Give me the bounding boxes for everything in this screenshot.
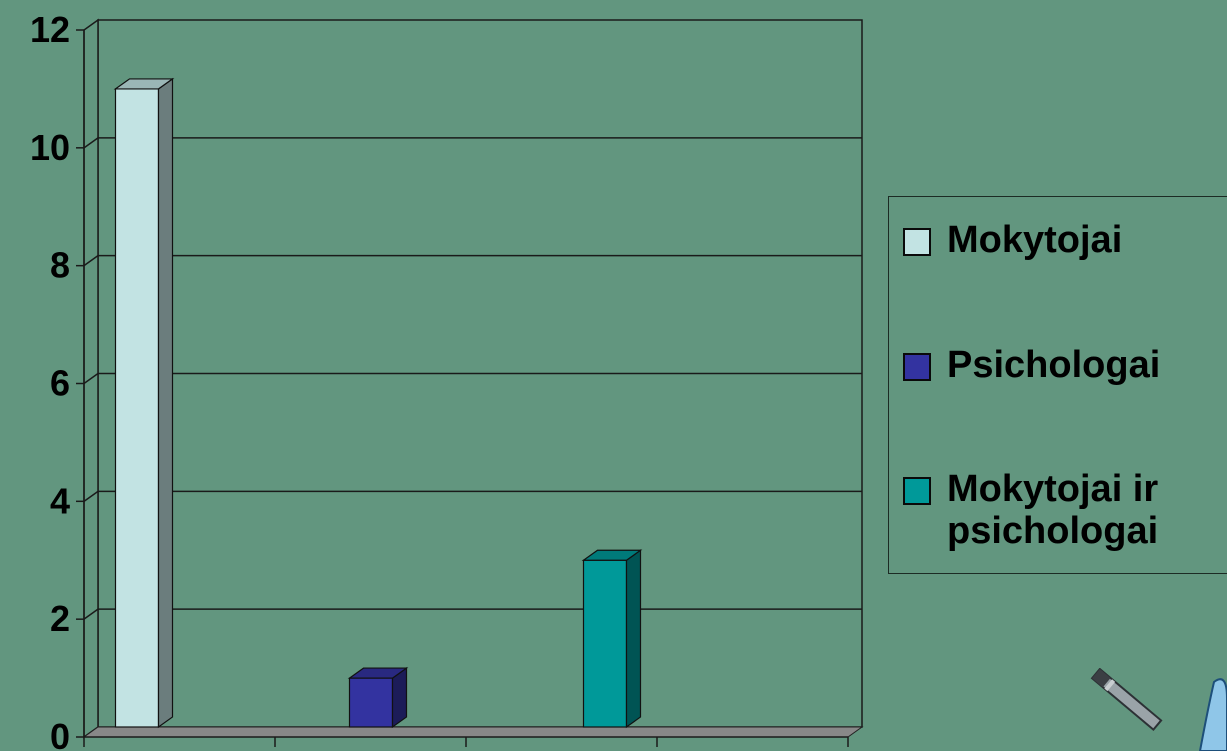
bar-top [113, 78, 175, 90]
y-tick-label: 2 [50, 598, 70, 639]
legend-label: Mokytojai ir psichologai [947, 468, 1159, 552]
legend-swatch-psichologai [903, 353, 931, 381]
bars [113, 77, 643, 729]
legend-label: Psichologai [947, 344, 1161, 386]
legend-swatch-mokytojai [903, 228, 931, 256]
bar-mokytojai [113, 77, 175, 729]
gridline-side [83, 490, 99, 502]
y-tick-label: 0 [50, 716, 70, 751]
legend-label: Mokytojai [947, 219, 1123, 261]
y-tick-labels: 0 2 4 6 8 10 12 [30, 9, 70, 751]
axes [76, 29, 864, 747]
gridlines [83, 18, 863, 739]
bar-front [348, 677, 394, 728]
y-tick-label: 6 [50, 363, 70, 404]
y-tick-label: 12 [30, 9, 70, 50]
legend-item-psichologai: Psichologai [903, 344, 1227, 386]
legend-swatch-mokytojai-ir-psichologai [903, 477, 931, 505]
gridline-side [83, 137, 99, 149]
legend-item-mokytojai: Mokytojai [903, 219, 1227, 261]
bar-side [625, 549, 642, 729]
bar-psichologai [347, 666, 409, 729]
bar-top [581, 549, 643, 561]
bar-front [582, 559, 628, 728]
legend-item-mokytojai-ir-psichologai: Mokytojai ir psichologai [903, 468, 1227, 552]
gridline-side [83, 255, 99, 267]
bar-side [157, 77, 174, 729]
legend: Mokytojai Psichologai Mokytojai ir psich… [888, 196, 1227, 574]
y-tick-label: 4 [50, 480, 70, 521]
bar-mokytojai-ir-psichologai [581, 549, 643, 729]
y-tick-label: 8 [50, 245, 70, 286]
pencil-icon [1090, 668, 1227, 751]
bar-top [347, 667, 409, 679]
gridline-side [83, 608, 99, 620]
plot-floor [82, 726, 864, 738]
y-tick-label: 10 [30, 127, 70, 168]
bar-front [114, 88, 160, 728]
gridline-side [83, 372, 99, 385]
